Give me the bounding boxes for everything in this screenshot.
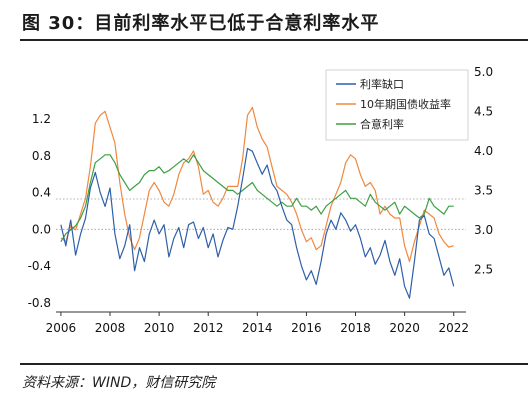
left-y-tick-label--0.4: -0.4: [28, 259, 51, 273]
x-tick-label-2014: 2014: [242, 321, 273, 335]
x-tick-label-2016: 2016: [291, 321, 322, 335]
right-y-tick-label-3.0: 3.0: [474, 223, 493, 237]
top-divider: [20, 39, 528, 41]
right-y-tick-label-4.0: 4.0: [474, 144, 493, 158]
x-tick-label-2022: 2022: [438, 321, 469, 335]
x-tick-label-2020: 2020: [389, 321, 420, 335]
legend-box: [325, 69, 469, 141]
legend-label-0: 利率缺口: [360, 77, 404, 91]
left-y-tick-label-0.0: 0.0: [32, 222, 51, 236]
x-tick-label-2008: 2008: [95, 321, 126, 335]
x-tick-label-2006: 2006: [46, 321, 77, 335]
x-tick-label-2010: 2010: [144, 321, 175, 335]
series-line-2: [60, 154, 454, 243]
left-y-tick-label-0.8: 0.8: [32, 149, 51, 163]
x-tick-label-2012: 2012: [193, 321, 224, 335]
legend-label-2: 合意利率: [360, 117, 404, 131]
x-tick-label-2018: 2018: [340, 321, 371, 335]
right-y-tick-label-3.5: 3.5: [474, 183, 493, 197]
left-y-tick-label-1.2: 1.2: [32, 112, 51, 126]
series-line-1: [60, 106, 454, 263]
right-y-tick-label-4.5: 4.5: [474, 104, 493, 118]
right-y-tick-label-2.5: 2.5: [474, 262, 493, 276]
bottom-divider: [20, 363, 528, 365]
legend-label-1: 10年期国债收益率: [360, 97, 451, 111]
chart-title: 图 30：目前利率水平已低于合意利率水平: [22, 13, 380, 34]
right-y-tick-label-5.0: 5.0: [474, 65, 493, 79]
left-y-tick-label--0.8: -0.8: [28, 296, 51, 310]
left-y-tick-label-0.4: 0.4: [32, 186, 51, 200]
source-note: 资料来源：WIND，财信研究院: [22, 375, 216, 391]
series-line-0: [60, 147, 455, 299]
